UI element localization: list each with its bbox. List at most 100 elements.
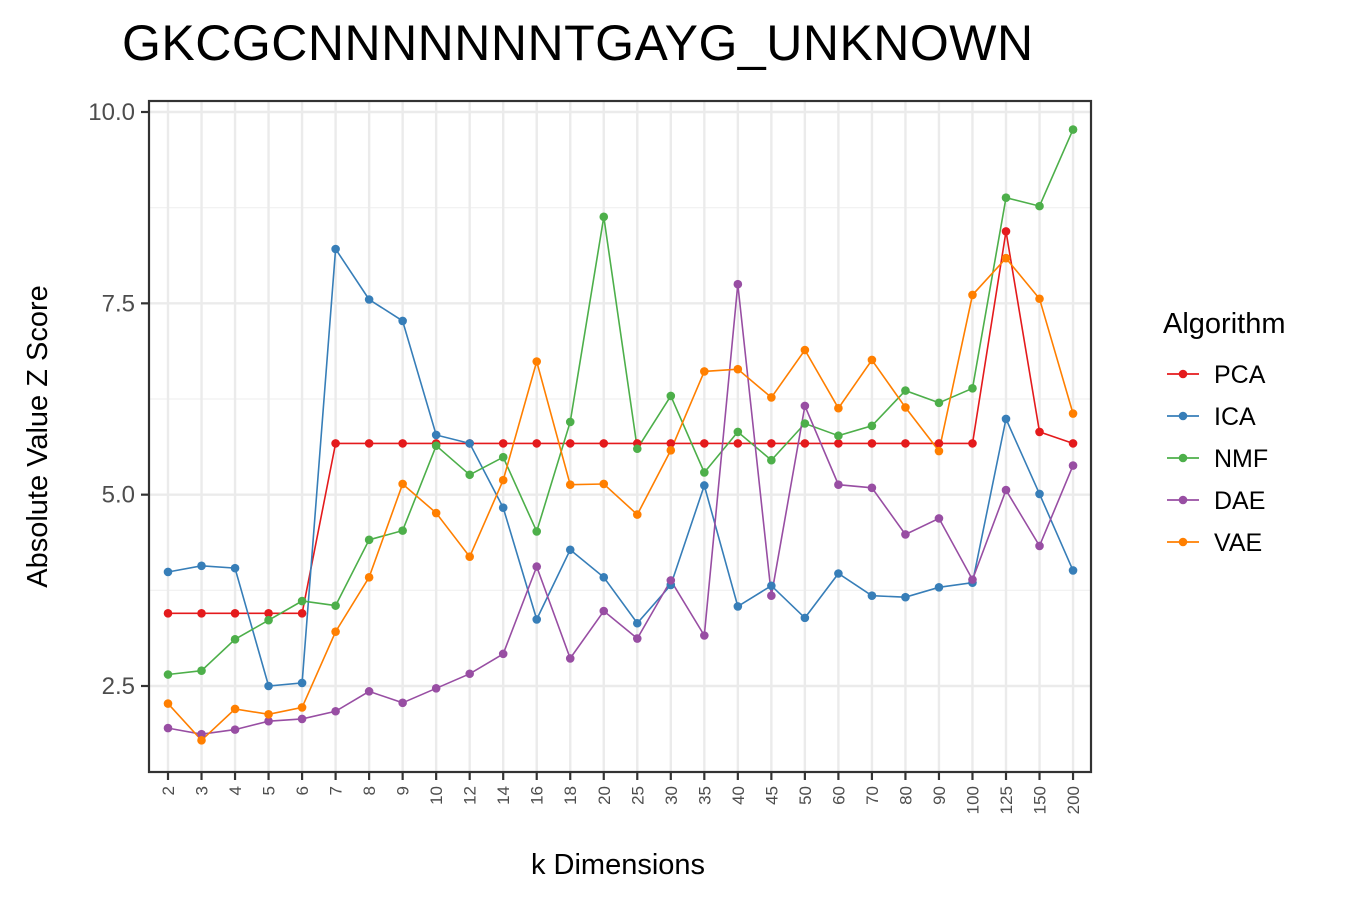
data-point-nmf	[1035, 201, 1044, 211]
data-point-vae	[901, 403, 910, 412]
data-point-nmf	[934, 398, 944, 408]
data-point-dae	[599, 606, 609, 616]
data-point-vae	[230, 704, 240, 714]
legend-key-point	[1178, 537, 1188, 547]
data-point-dae	[733, 279, 743, 289]
y-tick-label: 7.5	[102, 290, 135, 317]
data-point-ica	[498, 503, 508, 512]
series-line-dae	[167, 284, 1074, 736]
data-point-dae	[297, 714, 307, 724]
data-point-dae	[197, 729, 206, 739]
x-tick-label: 9	[394, 786, 413, 795]
data-point-nmf	[364, 535, 374, 545]
series-line-ica	[167, 246, 1074, 687]
data-point-dae	[867, 483, 877, 493]
data-point-pca	[1001, 227, 1011, 236]
x-axis-title: k Dimensions	[531, 849, 705, 881]
x-tick-label: 7	[327, 786, 346, 795]
data-point-ica	[465, 439, 474, 448]
data-point-ica	[431, 430, 441, 440]
data-point-ica	[331, 244, 340, 254]
data-point-nmf	[1001, 193, 1011, 203]
data-point-pca	[599, 439, 609, 448]
data-point-nmf	[767, 455, 776, 465]
x-tick-label: 50	[796, 786, 815, 805]
data-point-dae	[264, 716, 273, 726]
x-tick-label: 12	[461, 786, 480, 805]
data-point-nmf	[297, 596, 307, 606]
x-tick-label: 8	[360, 786, 379, 795]
data-point-vae	[599, 479, 609, 489]
x-tick-label: 30	[662, 786, 681, 805]
data-point-nmf	[431, 441, 441, 450]
x-tick-label: 20	[595, 786, 614, 805]
data-point-pca	[934, 439, 944, 448]
data-point-vae	[968, 290, 977, 300]
data-point-vae	[632, 510, 642, 519]
legend-key-point	[1178, 495, 1188, 505]
data-point-dae	[1001, 485, 1011, 495]
data-point-ica	[901, 592, 910, 602]
legend-key-point	[1178, 411, 1188, 421]
data-point-vae	[532, 357, 542, 366]
data-point-nmf	[632, 444, 642, 454]
data-point-dae	[532, 562, 542, 571]
data-point-pca	[700, 439, 709, 448]
data-point-dae	[666, 576, 676, 585]
data-point-dae	[230, 725, 240, 734]
legend-label-vae: VAE	[1214, 529, 1262, 557]
x-tick-label: 60	[829, 786, 848, 805]
data-point-ica	[767, 581, 776, 591]
data-point-ica	[297, 678, 307, 688]
data-point-nmf	[834, 431, 843, 441]
legend-key-point	[1178, 369, 1188, 379]
panel-border	[147, 99, 1093, 774]
data-point-pca	[901, 439, 910, 448]
x-tick-label: 200	[1064, 786, 1083, 814]
data-point-pca	[565, 439, 575, 448]
data-point-pca	[867, 439, 877, 448]
data-point-ica	[599, 573, 609, 582]
x-tick-label: 125	[997, 786, 1016, 814]
data-point-vae	[666, 445, 676, 455]
data-point-ica	[532, 615, 542, 624]
x-tick-label: 4	[226, 786, 245, 795]
data-point-dae	[465, 669, 474, 679]
data-point-vae	[398, 479, 407, 489]
data-point-pca	[197, 608, 206, 618]
data-point-pca	[532, 439, 542, 448]
data-point-dae	[364, 687, 374, 696]
x-tick-label: 40	[729, 786, 748, 805]
x-tick-label: 18	[561, 786, 580, 805]
data-point-ica	[632, 618, 642, 628]
data-point-dae	[632, 634, 642, 643]
legend-label-nmf: NMF	[1214, 445, 1268, 473]
data-point-pca	[163, 608, 173, 618]
data-point-ica	[230, 563, 240, 573]
data-point-dae	[834, 480, 843, 490]
data-point-pca	[767, 439, 776, 448]
data-point-nmf	[264, 615, 273, 625]
data-point-dae	[800, 401, 810, 411]
data-point-vae	[465, 552, 474, 561]
x-tick-label: 16	[528, 786, 547, 805]
x-tick-label: 3	[193, 786, 212, 795]
data-point-vae	[565, 480, 575, 490]
data-point-nmf	[197, 666, 206, 675]
data-point-ica	[733, 602, 743, 611]
data-point-vae	[331, 627, 340, 636]
data-point-nmf	[599, 212, 609, 222]
data-point-vae	[264, 710, 273, 719]
data-point-pca	[297, 608, 307, 618]
data-point-vae	[700, 367, 709, 376]
data-point-nmf	[498, 452, 508, 462]
data-point-ica	[364, 295, 374, 304]
data-point-pca	[364, 439, 374, 448]
plot-panel	[149, 101, 1091, 772]
x-tick-label: 6	[293, 786, 312, 795]
y-axis-title: Absolute Value Z Score	[22, 285, 54, 588]
data-point-nmf	[1068, 125, 1078, 134]
data-point-dae	[968, 575, 977, 584]
data-point-nmf	[666, 391, 676, 401]
